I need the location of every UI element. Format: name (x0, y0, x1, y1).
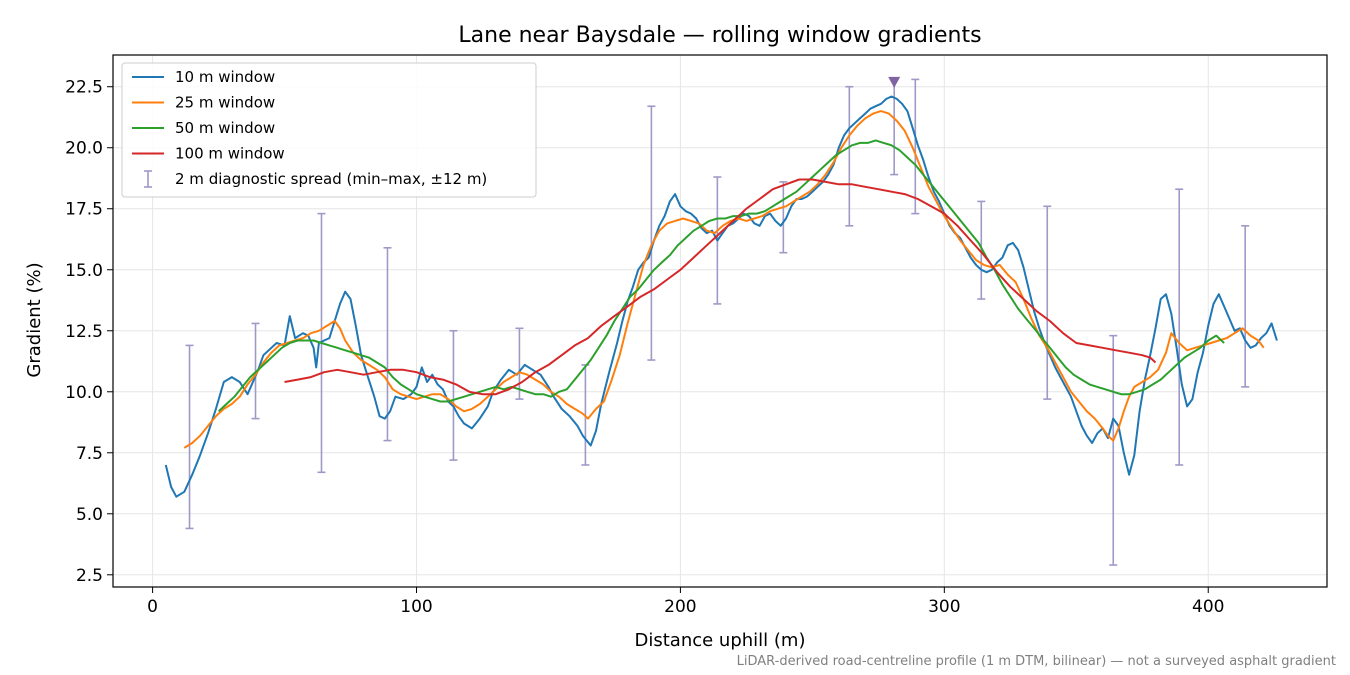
footnote: LiDAR-derived road-centreline profile (1… (737, 654, 1336, 669)
legend-label: 25 m window (175, 94, 275, 112)
y-tick-label: 7.5 (76, 444, 103, 464)
series-line-3 (217, 139, 1225, 413)
legend: 10 m window 25 m window 50 m window 100 m w… (121, 62, 537, 198)
series-line-2 (183, 110, 1265, 449)
y-tick-label: 17.5 (65, 200, 103, 220)
x-axis-ticks: 0 100 200 300 400 (147, 587, 1224, 617)
y-tick-label: 12.5 (65, 322, 103, 342)
y-tick-label: 10.0 (65, 383, 103, 403)
series-lines (164, 95, 1278, 498)
legend-box (121, 62, 537, 198)
chart-title: Lane near Baysdale — rolling window grad… (458, 23, 981, 48)
grid (113, 55, 1327, 587)
legend-label: 100 m window (175, 145, 285, 163)
x-axis-label: Distance uphill (m) (635, 630, 806, 651)
y-axis-label: Gradient (%) (24, 262, 45, 377)
peak-marker (888, 76, 901, 88)
series-line-4 (284, 178, 1157, 396)
x-tick-label: 300 (928, 597, 960, 617)
x-tick-label: 0 (147, 597, 158, 617)
y-tick-label: 5.0 (76, 505, 103, 525)
y-tick-label: 20.0 (65, 139, 103, 159)
y-tick-label: 2.5 (76, 566, 103, 586)
peak-marker-triangle (888, 76, 901, 88)
y-tick-label: 15.0 (65, 261, 103, 281)
legend-label: 50 m window (175, 119, 275, 137)
x-tick-label: 400 (1192, 597, 1224, 617)
x-tick-label: 200 (664, 597, 696, 617)
y-axis-ticks: 2.5 5.0 7.5 10.0 12.5 15.0 17.5 20.0 22.5 (65, 78, 113, 586)
y-tick-label: 22.5 (65, 78, 103, 98)
legend-label: 2 m diagnostic spread (min–max, ±12 m) (175, 170, 487, 188)
legend-label: 10 m window (175, 68, 275, 86)
plot-frame (112, 54, 1328, 588)
x-tick-label: 100 (400, 597, 432, 617)
